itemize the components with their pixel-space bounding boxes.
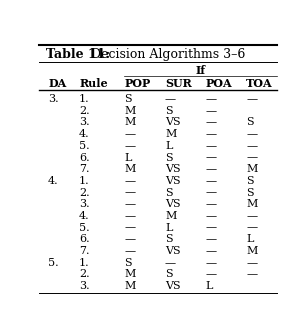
Text: Rule: Rule [79,78,108,89]
Text: —: — [246,211,257,221]
Text: L: L [165,141,172,151]
Text: —: — [124,129,136,139]
Text: S: S [246,187,254,198]
Text: —: — [206,152,217,162]
Text: M: M [246,199,257,209]
Text: —: — [165,94,176,104]
Text: S: S [124,94,132,104]
Text: 5.: 5. [79,141,90,151]
Text: 7.: 7. [79,164,90,174]
Text: —: — [206,246,217,256]
Text: Table 11:: Table 11: [46,48,110,61]
Text: —: — [206,258,217,268]
Text: M: M [124,281,136,291]
Text: S: S [165,152,173,162]
Text: —: — [246,269,257,280]
Text: L: L [206,281,213,291]
Text: —: — [124,199,136,209]
Text: —: — [246,258,257,268]
Text: VS: VS [165,281,180,291]
Text: —: — [206,141,217,151]
Text: TOA: TOA [246,78,273,89]
Text: VS: VS [165,246,180,256]
Text: L: L [165,223,172,233]
Text: —: — [206,129,217,139]
Text: S: S [124,258,132,268]
Text: —: — [206,199,217,209]
Text: M: M [124,269,136,280]
Text: —: — [124,223,136,233]
Text: 5.: 5. [79,223,90,233]
Text: M: M [165,129,176,139]
Text: L: L [246,234,253,244]
Text: L: L [124,152,132,162]
Text: POA: POA [206,78,232,89]
Text: 2.: 2. [79,269,90,280]
Text: 1.: 1. [79,258,90,268]
Text: If: If [196,65,206,76]
Text: 4.: 4. [79,211,90,221]
Text: M: M [124,106,136,116]
Text: —: — [206,187,217,198]
Text: 6.: 6. [79,152,90,162]
Text: —: — [124,211,136,221]
Text: —: — [206,176,217,186]
Text: 3.: 3. [79,117,90,127]
Text: 4.: 4. [79,129,90,139]
Text: 4.: 4. [48,176,59,186]
Text: VS: VS [165,117,180,127]
Text: S: S [246,176,254,186]
Text: 7.: 7. [79,246,90,256]
Text: S: S [165,269,173,280]
Text: 2.: 2. [79,106,90,116]
Text: 3.: 3. [48,94,59,104]
Text: VS: VS [165,164,180,174]
Text: —: — [206,211,217,221]
Text: —: — [206,164,217,174]
Text: —: — [124,234,136,244]
Text: —: — [124,187,136,198]
Text: DA: DA [48,78,66,89]
Text: 1.: 1. [79,94,90,104]
Text: SUR: SUR [165,78,192,89]
Text: VS: VS [165,199,180,209]
Text: M: M [246,164,257,174]
Text: —: — [206,94,217,104]
Text: 5.: 5. [48,258,59,268]
Text: —: — [206,117,217,127]
Text: —: — [246,94,257,104]
Text: —: — [206,269,217,280]
Text: —: — [206,106,217,116]
Text: —: — [124,141,136,151]
Text: —: — [165,258,176,268]
Text: M: M [124,117,136,127]
Text: —: — [246,223,257,233]
Text: —: — [206,234,217,244]
Text: 3.: 3. [79,281,90,291]
Text: —: — [124,246,136,256]
Text: —: — [124,176,136,186]
Text: POP: POP [124,78,151,89]
Text: VS: VS [165,176,180,186]
Text: Decision Algorithms 3–6: Decision Algorithms 3–6 [87,48,246,61]
Text: S: S [246,117,254,127]
Text: —: — [246,141,257,151]
Text: —: — [206,223,217,233]
Text: M: M [165,211,176,221]
Text: S: S [165,106,173,116]
Text: S: S [165,187,173,198]
Text: 6.: 6. [79,234,90,244]
Text: M: M [124,164,136,174]
Text: 3.: 3. [79,199,90,209]
Text: 1.: 1. [79,176,90,186]
Text: S: S [165,234,173,244]
Text: M: M [246,246,257,256]
Text: —: — [246,152,257,162]
Text: —: — [246,129,257,139]
Text: 2.: 2. [79,187,90,198]
